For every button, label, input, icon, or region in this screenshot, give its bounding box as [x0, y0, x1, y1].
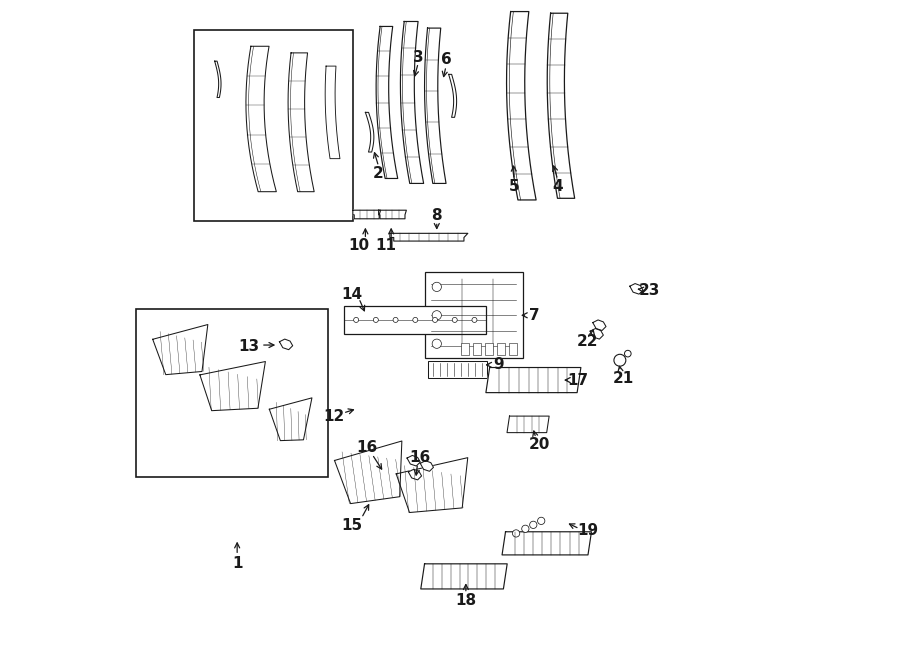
- Polygon shape: [269, 398, 312, 441]
- Circle shape: [522, 525, 529, 533]
- Polygon shape: [390, 233, 468, 241]
- Circle shape: [530, 521, 537, 529]
- Polygon shape: [200, 362, 266, 410]
- Polygon shape: [335, 441, 402, 504]
- Polygon shape: [547, 13, 575, 198]
- Polygon shape: [593, 320, 606, 330]
- Polygon shape: [486, 368, 580, 393]
- Circle shape: [374, 317, 378, 323]
- Polygon shape: [420, 461, 434, 471]
- Text: 11: 11: [375, 238, 396, 253]
- Polygon shape: [502, 531, 591, 555]
- Polygon shape: [449, 75, 456, 118]
- Circle shape: [537, 517, 544, 525]
- Polygon shape: [353, 210, 381, 219]
- Circle shape: [614, 354, 626, 366]
- Text: 9: 9: [493, 358, 504, 372]
- Polygon shape: [153, 325, 208, 375]
- Text: 8: 8: [431, 208, 442, 223]
- Text: 19: 19: [577, 524, 598, 538]
- Polygon shape: [215, 61, 221, 98]
- Bar: [344, 306, 486, 334]
- Bar: [194, 30, 354, 221]
- Circle shape: [433, 317, 437, 323]
- Polygon shape: [379, 210, 407, 219]
- Polygon shape: [421, 564, 508, 589]
- Circle shape: [432, 339, 441, 348]
- Text: 18: 18: [455, 593, 476, 607]
- Circle shape: [625, 350, 631, 357]
- Circle shape: [512, 530, 519, 537]
- Circle shape: [452, 317, 457, 323]
- Text: 4: 4: [553, 179, 563, 194]
- Text: 6: 6: [441, 52, 452, 67]
- Polygon shape: [407, 455, 420, 466]
- Circle shape: [432, 311, 441, 320]
- Text: 7: 7: [528, 308, 539, 323]
- Text: 21: 21: [613, 371, 634, 385]
- Text: 15: 15: [342, 518, 363, 533]
- Circle shape: [354, 317, 358, 323]
- Polygon shape: [365, 112, 374, 152]
- Bar: [473, 343, 482, 355]
- Polygon shape: [280, 339, 292, 350]
- Polygon shape: [246, 46, 276, 192]
- Polygon shape: [400, 21, 424, 184]
- Text: 20: 20: [528, 437, 550, 451]
- Polygon shape: [507, 11, 536, 200]
- Text: 3: 3: [413, 50, 424, 65]
- Text: 14: 14: [342, 287, 363, 301]
- Bar: [428, 361, 487, 378]
- Text: 22: 22: [577, 334, 598, 348]
- Bar: [136, 309, 328, 477]
- Text: 16: 16: [409, 450, 430, 465]
- Polygon shape: [630, 284, 643, 294]
- Text: 13: 13: [238, 339, 259, 354]
- Bar: [485, 343, 493, 355]
- Bar: [461, 343, 469, 355]
- Polygon shape: [288, 53, 314, 192]
- Circle shape: [432, 282, 441, 292]
- Text: 17: 17: [568, 373, 589, 387]
- Circle shape: [393, 317, 398, 323]
- Text: 16: 16: [356, 440, 377, 455]
- Polygon shape: [425, 28, 446, 184]
- Polygon shape: [409, 469, 421, 480]
- Bar: [425, 272, 523, 358]
- Polygon shape: [325, 66, 340, 159]
- Polygon shape: [396, 457, 468, 512]
- Text: 23: 23: [639, 284, 661, 298]
- Bar: [498, 343, 506, 355]
- Polygon shape: [376, 26, 398, 178]
- Text: 12: 12: [324, 409, 345, 424]
- Text: 2: 2: [374, 166, 384, 180]
- Polygon shape: [507, 416, 549, 433]
- Polygon shape: [590, 329, 603, 339]
- Bar: [509, 343, 518, 355]
- Circle shape: [413, 317, 418, 323]
- Text: 10: 10: [348, 238, 369, 253]
- Circle shape: [472, 317, 477, 323]
- Text: 1: 1: [232, 556, 242, 570]
- Text: 5: 5: [508, 179, 519, 194]
